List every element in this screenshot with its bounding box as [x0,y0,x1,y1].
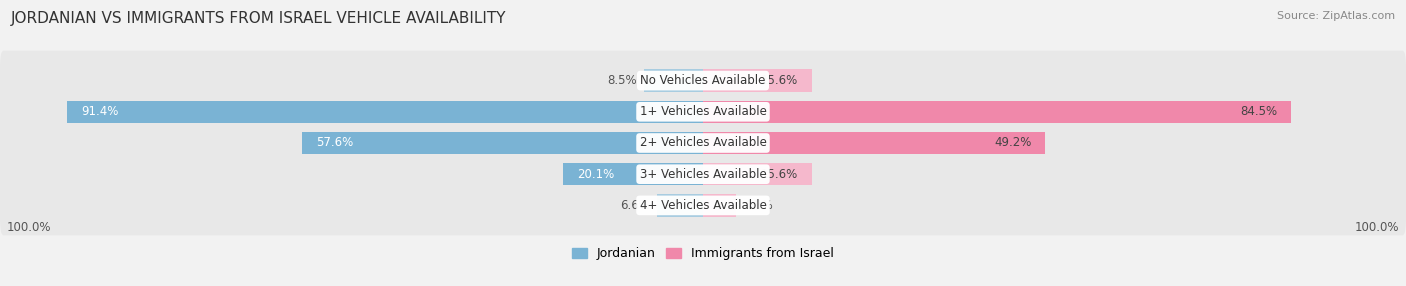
Bar [703,69,811,92]
Text: 6.6%: 6.6% [620,199,650,212]
Bar [302,132,703,154]
FancyBboxPatch shape [0,175,1406,235]
Text: 57.6%: 57.6% [316,136,353,150]
Text: JORDANIAN VS IMMIGRANTS FROM ISRAEL VEHICLE AVAILABILITY: JORDANIAN VS IMMIGRANTS FROM ISRAEL VEHI… [11,11,506,26]
Legend: Jordanian, Immigrants from Israel: Jordanian, Immigrants from Israel [572,247,834,260]
Bar [67,101,703,123]
FancyBboxPatch shape [0,82,1406,142]
Text: 20.1%: 20.1% [576,168,614,181]
Text: 1+ Vehicles Available: 1+ Vehicles Available [640,105,766,118]
Bar [703,163,811,185]
Text: 4.8%: 4.8% [744,199,773,212]
Bar [644,69,703,92]
Text: 100.0%: 100.0% [7,221,52,234]
Text: 49.2%: 49.2% [994,136,1032,150]
FancyBboxPatch shape [0,144,1406,204]
Text: 84.5%: 84.5% [1240,105,1277,118]
Text: No Vehicles Available: No Vehicles Available [640,74,766,87]
Text: 100.0%: 100.0% [1354,221,1399,234]
FancyBboxPatch shape [0,51,1406,111]
Text: 2+ Vehicles Available: 2+ Vehicles Available [640,136,766,150]
Bar [703,194,737,217]
Text: Source: ZipAtlas.com: Source: ZipAtlas.com [1277,11,1395,21]
FancyBboxPatch shape [0,113,1406,173]
Text: 3+ Vehicles Available: 3+ Vehicles Available [640,168,766,181]
Bar [564,163,703,185]
Text: 91.4%: 91.4% [80,105,118,118]
Text: 8.5%: 8.5% [607,74,637,87]
Bar [657,194,703,217]
Text: 15.6%: 15.6% [761,168,797,181]
Bar [703,132,1046,154]
Bar [703,101,1291,123]
Text: 4+ Vehicles Available: 4+ Vehicles Available [640,199,766,212]
Text: 15.6%: 15.6% [761,74,797,87]
